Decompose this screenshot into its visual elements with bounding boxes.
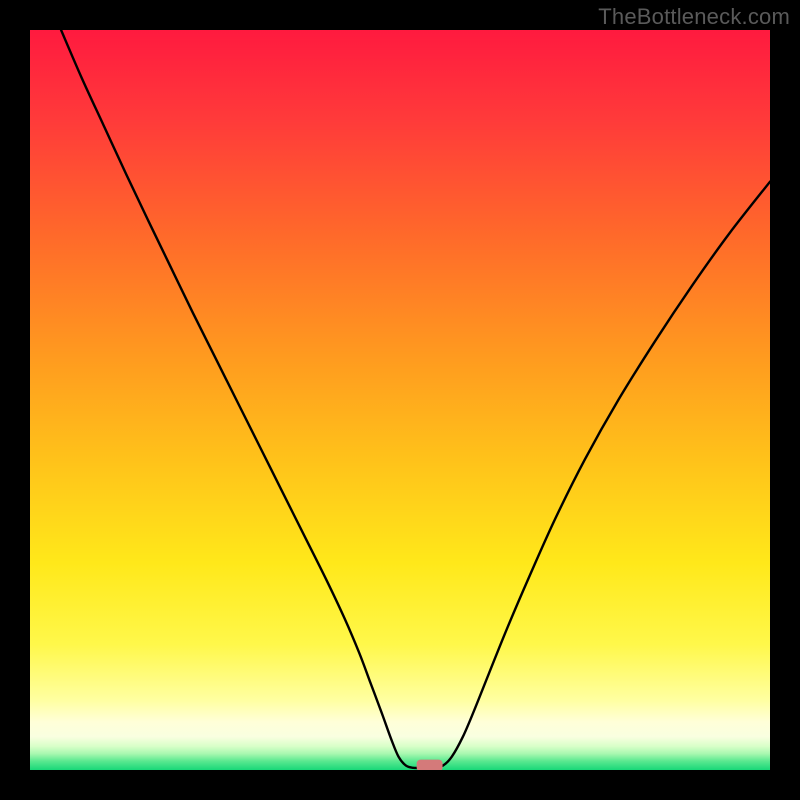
optimal-point-marker — [417, 760, 443, 770]
watermark-text: TheBottleneck.com — [598, 4, 790, 30]
chart-container: TheBottleneck.com — [0, 0, 800, 800]
chart-background — [30, 30, 770, 770]
chart-svg — [30, 30, 770, 770]
plot-area — [30, 30, 770, 770]
